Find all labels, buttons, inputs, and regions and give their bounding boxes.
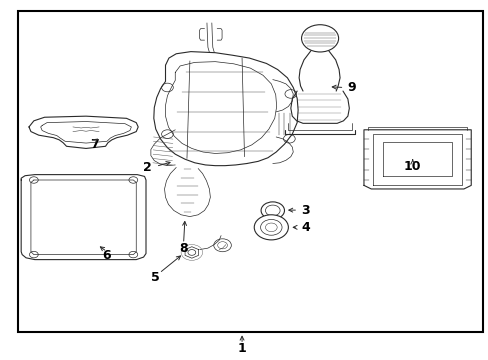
Text: 5: 5 xyxy=(151,271,160,284)
Circle shape xyxy=(261,202,284,219)
Text: 7: 7 xyxy=(90,138,99,151)
Text: 3: 3 xyxy=(301,204,309,217)
Text: 2: 2 xyxy=(142,161,151,174)
Circle shape xyxy=(254,215,288,240)
Bar xyxy=(18,12,483,332)
Text: 6: 6 xyxy=(102,249,111,262)
Text: 9: 9 xyxy=(347,81,355,94)
Text: 8: 8 xyxy=(179,242,187,255)
Text: 1: 1 xyxy=(237,342,246,355)
Text: 4: 4 xyxy=(301,221,309,234)
Text: 10: 10 xyxy=(403,160,421,173)
